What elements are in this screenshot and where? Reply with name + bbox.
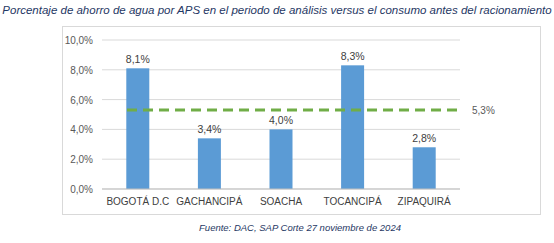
x-tick-label: TOCANCIPÁ (324, 195, 382, 207)
data-label: 2,8% (412, 132, 436, 144)
bar (198, 138, 221, 189)
data-label: 4,0% (269, 114, 293, 126)
grid-line (102, 40, 460, 41)
data-label: 3,4% (197, 123, 221, 135)
x-tick-label: GACHANCIPÁ (176, 195, 242, 207)
y-tick-label: 4,0% (70, 124, 93, 135)
y-tick-label: 10,0% (65, 35, 93, 46)
data-label: 8,1% (126, 53, 150, 65)
x-tick-label: ZIPAQUIRÁ (398, 195, 451, 207)
y-tick-label: 0,0% (70, 184, 93, 195)
average-label: 5,3% (472, 105, 495, 116)
grid-line (102, 99, 460, 100)
y-tick-label: 8,0% (70, 65, 93, 76)
y-tick-label: 6,0% (70, 95, 93, 106)
x-tick-label: SOACHA (260, 196, 303, 207)
bar (270, 129, 293, 189)
bar (341, 65, 364, 189)
data-label: 8,3% (341, 50, 365, 62)
title: Porcentaje de ahorro de agua por APS en … (2, 4, 552, 16)
chart: Porcentaje de ahorro de agua por APS en … (0, 0, 554, 243)
plot-area (126, 65, 458, 189)
average-line (127, 109, 458, 112)
grid-line (102, 69, 460, 70)
x-tick-label: BOGOTÁ D.C (106, 195, 169, 207)
y-tick-label: 2,0% (70, 154, 93, 165)
chart-frame (63, 27, 541, 215)
x-axis (102, 189, 460, 190)
grid-line (102, 189, 460, 190)
bar (413, 147, 436, 189)
bar (126, 68, 149, 189)
source: Fuente: DAC, SAP Corte 27 noviembre de 2… (199, 222, 401, 233)
